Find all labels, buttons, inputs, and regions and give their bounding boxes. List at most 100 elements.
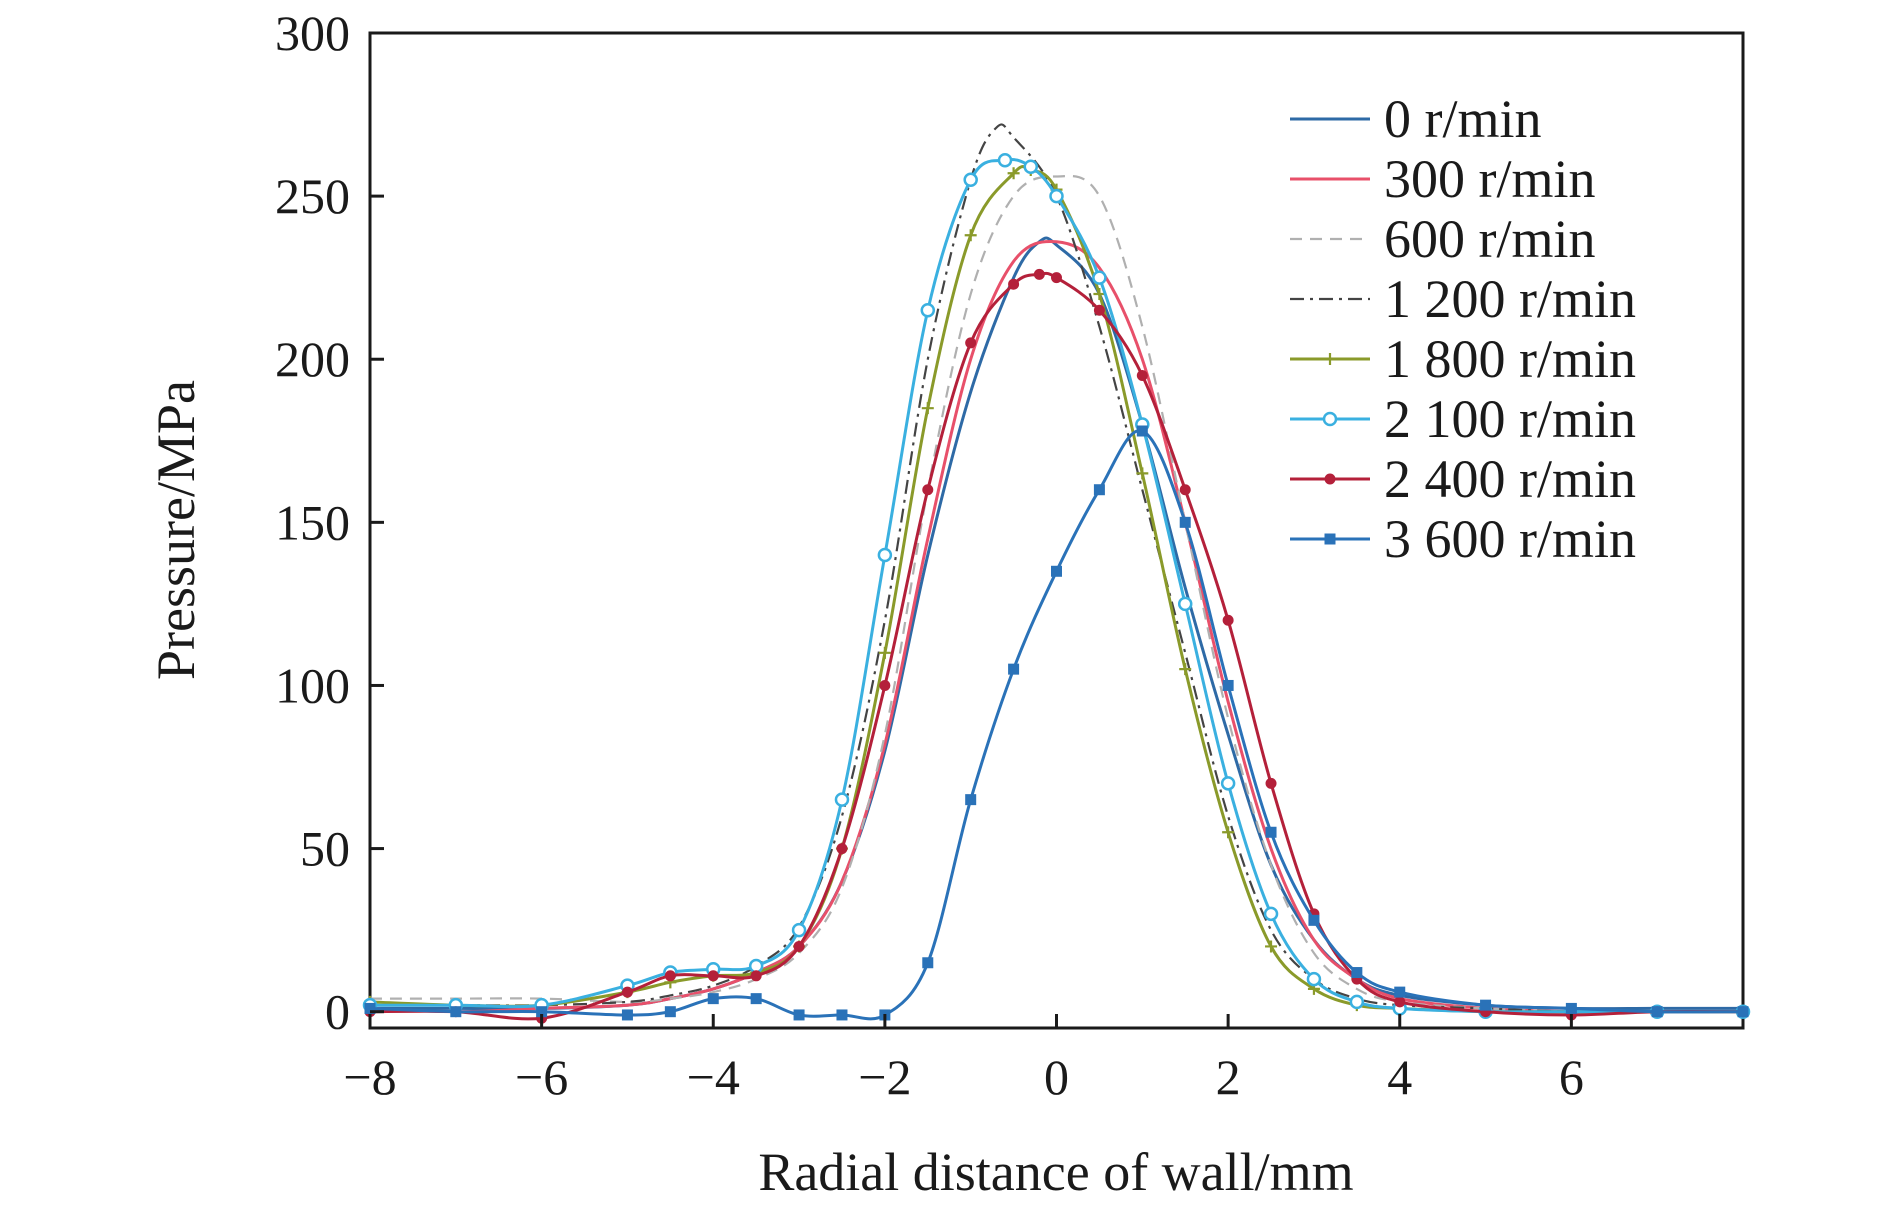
data-point	[748, 958, 764, 974]
data-point	[1177, 596, 1193, 612]
data-point	[1222, 679, 1234, 691]
data-point	[922, 957, 934, 969]
x-tick-label: 6	[1559, 1049, 1584, 1105]
data-point	[664, 970, 676, 982]
data-point	[964, 229, 977, 242]
data-point	[1179, 484, 1191, 496]
legend-item: 2 100 r/min	[1290, 389, 1636, 449]
data-point	[1222, 826, 1235, 839]
legend-marker	[1324, 533, 1336, 545]
legend-marker	[1324, 353, 1336, 365]
y-axis: 0 50 100 150 200 250 300	[275, 5, 384, 1040]
legend-label: 3 600 r/min	[1384, 509, 1636, 569]
data-point	[1480, 999, 1492, 1011]
data-point	[1093, 287, 1106, 300]
data-point	[922, 484, 934, 496]
y-tick-label: 250	[275, 168, 350, 224]
data-point	[791, 922, 807, 938]
data-point	[793, 940, 805, 952]
data-point	[793, 1009, 805, 1021]
data-point	[1351, 967, 1363, 979]
legend-item: 0 r/min	[1290, 89, 1542, 149]
data-point	[1093, 484, 1105, 496]
data-point	[877, 547, 893, 563]
data-point	[1222, 614, 1234, 626]
data-point	[878, 646, 891, 659]
x-tick-label: −6	[515, 1049, 568, 1105]
data-point	[834, 792, 850, 807]
data-point	[1651, 1006, 1663, 1018]
data-point	[664, 1006, 676, 1018]
series-line	[369, 240, 1743, 1014]
x-tick-label: 2	[1216, 1049, 1241, 1105]
data-point	[1008, 278, 1020, 290]
legend-label: 300 r/min	[1384, 149, 1596, 209]
data-point	[1349, 994, 1365, 1010]
data-point	[1737, 1006, 1749, 1018]
series-line	[369, 123, 1743, 1014]
data-point	[621, 986, 633, 998]
data-point	[836, 843, 848, 855]
data-point	[1265, 940, 1278, 953]
data-point	[1051, 565, 1062, 577]
data-point	[1263, 906, 1279, 922]
legend-label: 2 400 r/min	[1384, 449, 1636, 509]
x-tick-label: −4	[687, 1049, 740, 1105]
data-point	[1220, 776, 1236, 791]
data-point	[1093, 304, 1105, 316]
legend-marker	[1322, 411, 1338, 427]
y-tick-label: 0	[325, 984, 350, 1040]
legend-label: 1 800 r/min	[1384, 329, 1636, 389]
data-point	[965, 794, 977, 806]
y-tick-label: 100	[275, 657, 350, 713]
data-point	[1023, 159, 1039, 175]
legend-item: 1 800 r/min	[1290, 329, 1636, 389]
legend-item: 300 r/min	[1290, 149, 1596, 209]
data-point	[1394, 986, 1406, 998]
data-point	[1051, 272, 1062, 284]
data-point	[1049, 188, 1064, 204]
data-point	[1394, 996, 1406, 1008]
data-point	[1008, 663, 1020, 675]
data-point	[1265, 826, 1277, 838]
data-point	[921, 402, 934, 415]
data-point	[1136, 467, 1149, 480]
data-point	[707, 993, 719, 1005]
legend-item: 3 600 r/min	[1290, 509, 1636, 569]
legend-label: 0 r/min	[1384, 89, 1542, 149]
series-3	[369, 123, 1743, 1014]
data-point	[1136, 425, 1148, 437]
data-point	[750, 993, 762, 1005]
legend-item: 600 r/min	[1290, 209, 1596, 269]
y-tick-label: 50	[300, 821, 350, 877]
data-point	[1179, 663, 1192, 676]
data-point	[1136, 370, 1148, 382]
series-1	[369, 240, 1743, 1014]
data-point	[879, 679, 891, 691]
legend-item: 1 200 r/min	[1290, 269, 1636, 329]
legend-label: 1 200 r/min	[1384, 269, 1636, 329]
legend-label: 2 100 r/min	[1384, 389, 1636, 449]
y-tick-label: 200	[275, 331, 350, 387]
data-point	[707, 970, 719, 982]
data-point	[621, 1009, 633, 1021]
data-point	[997, 152, 1013, 168]
data-point	[920, 303, 936, 318]
legend-label: 600 r/min	[1384, 209, 1596, 269]
x-tick-label: 0	[1044, 1049, 1069, 1105]
data-point	[364, 1002, 376, 1014]
data-point	[1033, 268, 1045, 280]
plot-area	[362, 123, 1751, 1024]
x-tick-label: 4	[1387, 1049, 1412, 1105]
data-point	[1007, 167, 1020, 180]
data-point	[963, 172, 978, 188]
y-tick-label: 150	[275, 494, 350, 550]
data-point	[1306, 971, 1322, 987]
y-tick-label: 300	[275, 5, 350, 61]
data-point	[1565, 1002, 1577, 1014]
y-axis-title: Pressure/MPa	[146, 380, 206, 680]
data-point	[750, 970, 762, 982]
data-point	[450, 1006, 462, 1018]
